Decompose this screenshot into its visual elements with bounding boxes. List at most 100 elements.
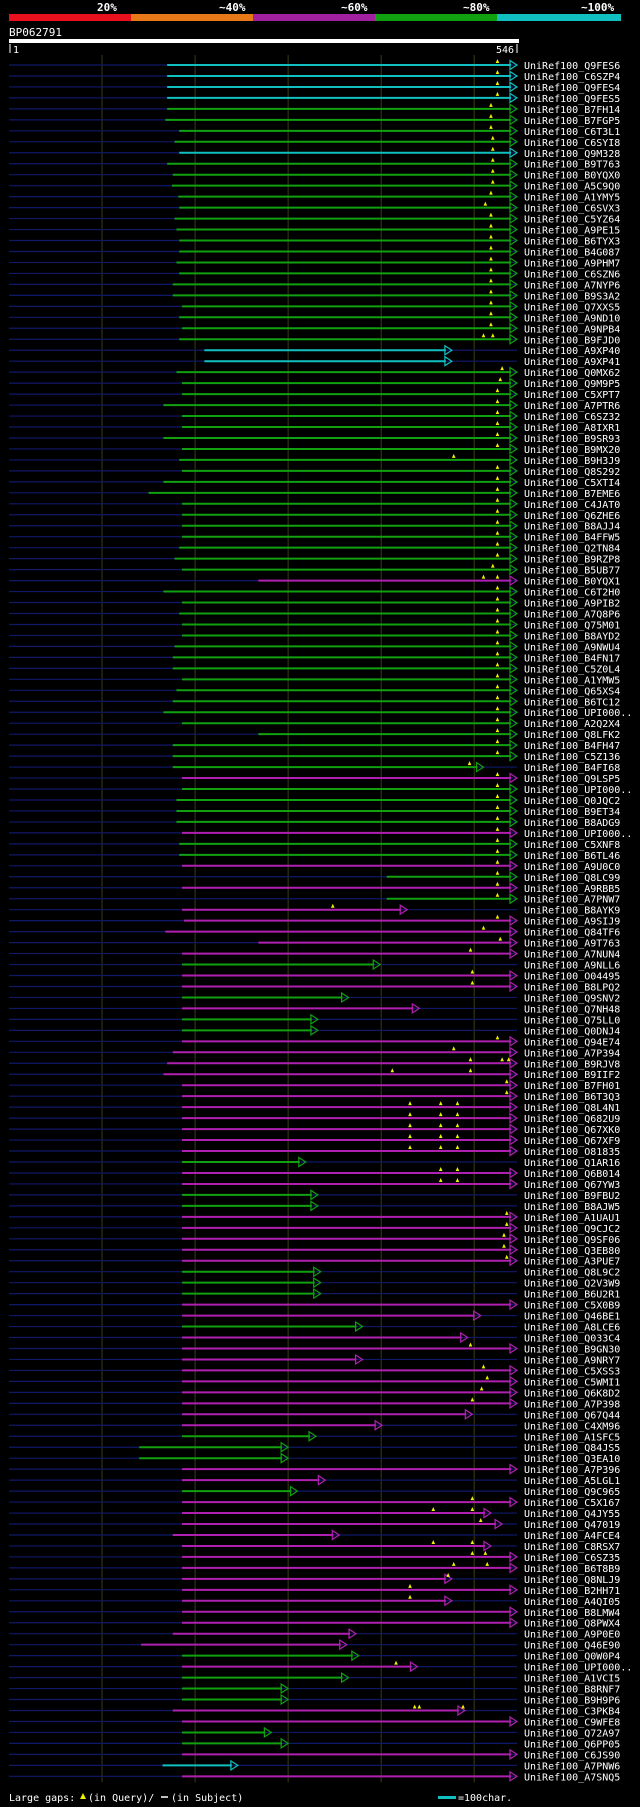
hit-label[interactable]: UniRef100_Q8S292 — [524, 467, 620, 478]
hit-label[interactable]: UniRef100_Q9SF06 — [524, 1235, 620, 1246]
hit-label[interactable]: UniRef100_A9XP41 — [524, 357, 620, 368]
hit-label[interactable]: UniRef100_A8LCE6 — [524, 1323, 620, 1334]
hit-label[interactable]: UniRef100_B8ADG9 — [524, 818, 620, 829]
hit-label[interactable]: UniRef100_Q9LSP5 — [524, 774, 620, 785]
hit-label[interactable]: UniRef100_Q75LL0 — [524, 1015, 620, 1026]
hit-label[interactable]: UniRef100_C5XSS3 — [524, 1366, 620, 1377]
hit-label[interactable]: UniRef100_C6SVX3 — [524, 204, 620, 215]
hit-label[interactable]: UniRef100_UPI000.. — [524, 785, 632, 796]
hit-label[interactable]: UniRef100_Q9SNV2 — [524, 993, 620, 1004]
hit-label[interactable]: UniRef100_A7NUN4 — [524, 950, 620, 961]
hit-label[interactable]: UniRef100_A7P394 — [524, 1048, 620, 1059]
hit-label[interactable]: UniRef100_B6TYX3 — [524, 237, 620, 248]
hit-label[interactable]: UniRef100_B9FBU2 — [524, 1191, 620, 1202]
hit-label[interactable]: UniRef100_Q67XF9 — [524, 1136, 620, 1147]
hit-label[interactable]: UniRef100_A9ND10 — [524, 313, 620, 324]
hit-label[interactable]: UniRef100_A9U0C0 — [524, 862, 620, 873]
hit-label[interactable]: UniRef100_B9RJV8 — [524, 1059, 620, 1070]
hit-label[interactable]: UniRef100_Q3EB80 — [524, 1246, 620, 1257]
hit-label[interactable]: UniRef100_B9H9P6 — [524, 1696, 620, 1707]
hit-label[interactable]: UniRef100_A9RBB5 — [524, 884, 620, 895]
hit-label[interactable]: UniRef100_A9T763 — [524, 939, 620, 950]
hit-label[interactable]: UniRef100_C6T2H0 — [524, 588, 620, 599]
hit-label[interactable]: UniRef100_Q72A97 — [524, 1728, 620, 1739]
hit-label[interactable]: UniRef100_B6TL46 — [524, 851, 620, 862]
hit-label[interactable]: UniRef100_Q033C4 — [524, 1334, 620, 1345]
hit-label[interactable]: UniRef100_Q682U9 — [524, 1114, 620, 1125]
hit-label[interactable]: UniRef100_Q9M9P5 — [524, 379, 620, 390]
hit-label[interactable]: UniRef100_A9NLL6 — [524, 961, 620, 972]
hit-label[interactable]: UniRef100_Q4JY55 — [524, 1509, 620, 1520]
hit-label[interactable]: UniRef100_B4FFW5 — [524, 533, 620, 544]
hit-label[interactable]: UniRef100_Q7XXS5 — [524, 302, 620, 313]
hit-label[interactable]: UniRef100_A9NRY7 — [524, 1355, 620, 1366]
hit-label[interactable]: UniRef100_Q8NLJ9 — [524, 1575, 620, 1586]
hit-label[interactable]: UniRef100_Q7NH48 — [524, 1004, 620, 1015]
hit-label[interactable]: UniRef100_C6SYI8 — [524, 138, 620, 149]
hit-label[interactable]: UniRef100_Q94E74 — [524, 1037, 620, 1048]
hit-label[interactable]: UniRef100_A9P0E0 — [524, 1630, 620, 1641]
hit-label[interactable]: UniRef100_A5C9Q0 — [524, 182, 620, 193]
hit-label[interactable]: UniRef100_A1UAU1 — [524, 1213, 620, 1224]
hit-label[interactable]: UniRef100_B6U2R1 — [524, 1290, 620, 1301]
hit-label[interactable]: UniRef100_Q47019 — [524, 1520, 620, 1531]
hit-label[interactable]: UniRef100_A9XP40 — [524, 346, 620, 357]
hit-label[interactable]: UniRef100_B8LPQ2 — [524, 982, 620, 993]
hit-label[interactable]: UniRef100_Q67Q44 — [524, 1410, 620, 1421]
hit-label[interactable]: UniRef100_B0YQX1 — [524, 577, 620, 588]
hit-label[interactable]: UniRef100_Q9FES6 — [524, 61, 620, 72]
hit-label[interactable]: UniRef100_Q67XK0 — [524, 1125, 620, 1136]
hit-label[interactable]: UniRef100_A1SFC5 — [524, 1432, 620, 1443]
hit-label[interactable]: UniRef100_C8RSX7 — [524, 1542, 620, 1553]
hit-label[interactable]: UniRef100_Q6K8D2 — [524, 1388, 620, 1399]
hit-label[interactable]: UniRef100_A8IXR1 — [524, 423, 620, 434]
hit-label[interactable]: UniRef100_C6SZN6 — [524, 269, 620, 280]
hit-label[interactable]: UniRef100_Q84JS5 — [524, 1443, 620, 1454]
hit-label[interactable]: UniRef100_B6T3Q3 — [524, 1092, 620, 1103]
hit-label[interactable]: UniRef100_B7FGP5 — [524, 116, 620, 127]
hit-label[interactable]: UniRef100_B9IIF2 — [524, 1070, 620, 1081]
hit-label[interactable]: UniRef100_Q46E90 — [524, 1641, 620, 1652]
hit-label[interactable]: UniRef100_A7Q8P6 — [524, 610, 620, 621]
hit-label[interactable]: UniRef100_B4FH47 — [524, 741, 620, 752]
hit-label[interactable]: UniRef100_C5Z136 — [524, 752, 620, 763]
hit-label[interactable]: UniRef100_B9FJD0 — [524, 335, 620, 346]
hit-label[interactable]: UniRef100_Q84TF6 — [524, 928, 620, 939]
hit-label[interactable]: UniRef100_B6TC12 — [524, 697, 620, 708]
hit-label[interactable]: UniRef100_Q9C965 — [524, 1487, 620, 1498]
hit-label[interactable]: UniRef100_B8AJJ4 — [524, 522, 620, 533]
hit-label[interactable]: UniRef100_B8AYK9 — [524, 906, 620, 917]
hit-label[interactable]: UniRef100_C6SZ32 — [524, 412, 620, 423]
hit-label[interactable]: UniRef100_Q1AR16 — [524, 1158, 620, 1169]
hit-label[interactable]: UniRef100_B7FH01 — [524, 1081, 620, 1092]
hit-label[interactable]: UniRef100_C4JAT0 — [524, 500, 620, 511]
hit-label[interactable]: UniRef100_B9RZP8 — [524, 555, 620, 566]
hit-label[interactable]: UniRef100_Q9FES4 — [524, 83, 620, 94]
hit-label[interactable]: UniRef100_Q0JQC2 — [524, 796, 620, 807]
hit-label[interactable]: UniRef100_B4FI68 — [524, 763, 620, 774]
hit-label[interactable]: UniRef100_B9MX20 — [524, 445, 620, 456]
hit-label[interactable]: UniRef100_B0YQX0 — [524, 171, 620, 182]
hit-label[interactable]: UniRef100_O81835 — [524, 1147, 620, 1158]
hit-label[interactable]: UniRef100_C6SZ35 — [524, 1553, 620, 1564]
hit-label[interactable]: UniRef100_Q0MX62 — [524, 368, 620, 379]
hit-label[interactable]: UniRef100_B7FH14 — [524, 105, 620, 116]
hit-label[interactable]: UniRef100_B8LMW4 — [524, 1608, 620, 1619]
hit-label[interactable]: UniRef100_A2Q2X4 — [524, 719, 620, 730]
hit-label[interactable]: UniRef100_C5XPT7 — [524, 390, 620, 401]
hit-label[interactable]: UniRef100_Q3EA10 — [524, 1454, 620, 1465]
hit-label[interactable]: UniRef100_Q75M01 — [524, 620, 620, 631]
hit-label[interactable]: UniRef100_Q67YW3 — [524, 1180, 620, 1191]
hit-label[interactable]: UniRef100_B9S3A2 — [524, 291, 620, 302]
hit-label[interactable]: UniRef100_B6T8B9 — [524, 1564, 620, 1575]
hit-label[interactable]: UniRef100_C5X0B9 — [524, 1301, 620, 1312]
hit-label[interactable]: UniRef100_A7PNW6 — [524, 1761, 620, 1772]
hit-label[interactable]: UniRef100_A9PHM7 — [524, 258, 620, 269]
hit-label[interactable]: UniRef100_Q0DNJ4 — [524, 1026, 620, 1037]
hit-label[interactable]: UniRef100_C5X167 — [524, 1498, 620, 1509]
hit-label[interactable]: UniRef100_C5WMI1 — [524, 1377, 620, 1388]
hit-label[interactable]: UniRef100_B5UB77 — [524, 566, 620, 577]
hit-label[interactable]: UniRef100_A9SIJ9 — [524, 917, 620, 928]
hit-label[interactable]: UniRef100_B9GN30 — [524, 1344, 620, 1355]
hit-label[interactable]: UniRef100_Q9M328 — [524, 149, 620, 160]
